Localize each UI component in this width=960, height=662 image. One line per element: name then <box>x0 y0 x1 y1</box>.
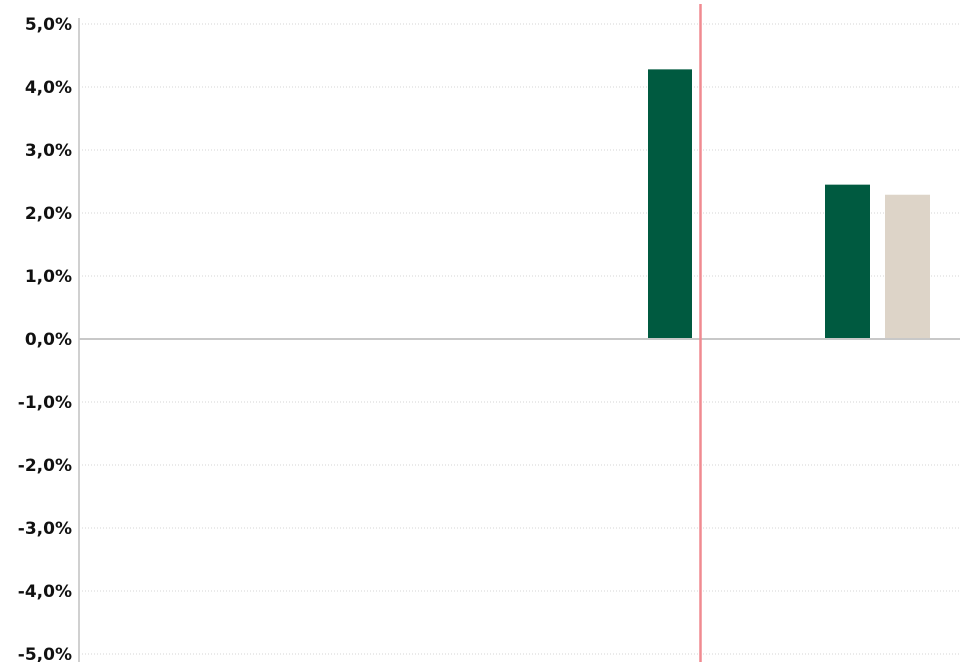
bars <box>648 69 930 340</box>
bar <box>825 184 870 339</box>
bar <box>885 194 930 339</box>
y-tick-label: 2,0% <box>25 204 72 224</box>
y-tick-label: -4,0% <box>18 582 72 602</box>
y-tick-label: 0,0% <box>25 330 72 350</box>
y-tick-label: -1,0% <box>18 393 72 413</box>
y-tick-label: 4,0% <box>25 78 72 98</box>
bar <box>648 69 692 340</box>
y-tick-label: 1,0% <box>25 267 72 287</box>
axes <box>78 18 960 662</box>
y-tick-label: 5,0% <box>25 15 72 35</box>
y-tick-label: -2,0% <box>18 456 72 476</box>
y-tick-label: -5,0% <box>18 645 72 662</box>
y-tick-label: -3,0% <box>18 519 72 539</box>
y-tick-labels: 5,0% 4,0% 3,0% 2,0% 1,0% 0,0% -1,0% -2,0% -3,0% -… <box>18 15 72 662</box>
y-tick-label: 3,0% <box>25 141 72 161</box>
